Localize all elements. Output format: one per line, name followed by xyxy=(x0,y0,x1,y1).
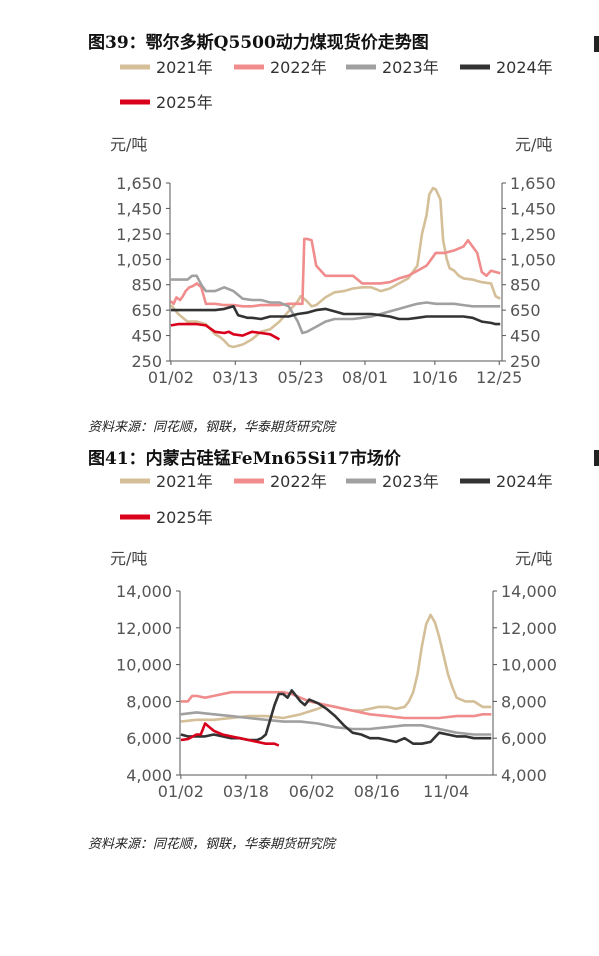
y-tick-label-left: 850 xyxy=(131,276,162,295)
y-tick-label-right: 450 xyxy=(510,327,541,346)
legend-label: 2022年 xyxy=(270,472,327,491)
chart2-series-0-line xyxy=(180,613,492,723)
chart2-legend-3: 2024年 xyxy=(460,472,553,491)
chart1-legend-2: 2023年 xyxy=(346,58,439,77)
y-tick-label-right: 250 xyxy=(510,352,541,371)
x-tick-label: 08/01 xyxy=(342,368,388,387)
y-tick-label-right: 8,000 xyxy=(501,692,547,711)
chart1-title: 图39：鄂尔多斯Q5500动力煤现货价走势图 xyxy=(88,33,429,53)
adjacent-chart-edge-2 xyxy=(594,450,599,466)
y-tick-label-right: 1,250 xyxy=(510,225,556,244)
chart1-source: 资料来源：同花顺，钢联，华泰期货研究院 xyxy=(88,420,336,435)
chart1-series-2-line xyxy=(170,274,501,335)
chart1-series-3-line xyxy=(170,304,501,326)
y-tick-label-right: 1,050 xyxy=(510,250,556,269)
chart2-title: 图41：内蒙古硅锰FeMn65Si17市场价 xyxy=(88,449,401,469)
y-tick-label-left: 4,000 xyxy=(126,766,172,785)
y-tick-label-right: 850 xyxy=(510,276,541,295)
y-tick-label-right: 12,000 xyxy=(501,619,557,638)
x-tick-label: 08/16 xyxy=(354,782,400,801)
x-tick-label: 01/02 xyxy=(158,782,204,801)
legend-label: 2022年 xyxy=(270,58,327,77)
chart2-legend-4: 2025年 xyxy=(120,508,213,527)
x-tick-label: 12/25 xyxy=(476,368,522,387)
chart1-unit-right: 元/吨 xyxy=(515,135,552,154)
legend-label: 2023年 xyxy=(382,472,439,491)
chart2-legend-2: 2023年 xyxy=(346,472,439,491)
y-tick-label-right: 14,000 xyxy=(501,582,557,601)
legend-label: 2025年 xyxy=(156,93,213,112)
y-tick-label-right: 6,000 xyxy=(501,729,547,748)
y-tick-label-left: 1,450 xyxy=(116,199,162,218)
x-tick-label: 10/16 xyxy=(412,368,458,387)
y-tick-label-left: 12,000 xyxy=(116,619,172,638)
chart2-series-1-line xyxy=(180,690,492,720)
chart1-series-1-line xyxy=(170,237,501,308)
x-tick-label: 06/02 xyxy=(289,782,335,801)
y-tick-label-left: 450 xyxy=(131,327,162,346)
y-tick-label-left: 6,000 xyxy=(126,729,172,748)
chart1-series-4-line xyxy=(170,322,281,341)
x-tick-label: 01/02 xyxy=(148,368,194,387)
y-tick-label-left: 250 xyxy=(131,352,162,371)
chart2-unit-left: 元/吨 xyxy=(110,549,147,568)
y-tick-label-right: 1,450 xyxy=(510,199,556,218)
y-tick-label-left: 1,250 xyxy=(116,225,162,244)
chart2-legend-0: 2021年 xyxy=(120,472,213,491)
legend-label: 2021年 xyxy=(156,58,213,77)
chart1-series-0-line xyxy=(169,186,501,349)
chart2-legend-1: 2022年 xyxy=(234,472,327,491)
chart2-series-4-line xyxy=(180,722,280,747)
x-tick-label: 05/23 xyxy=(278,368,324,387)
chart1-legend-1: 2022年 xyxy=(234,58,327,77)
y-tick-label-left: 8,000 xyxy=(126,692,172,711)
adjacent-chart-edge xyxy=(594,36,599,52)
y-tick-label-left: 14,000 xyxy=(116,582,172,601)
y-tick-label-left: 650 xyxy=(131,301,162,320)
y-tick-label-right: 10,000 xyxy=(501,656,557,675)
x-tick-label: 11/04 xyxy=(423,782,469,801)
chart2-series-2-line xyxy=(180,711,492,736)
legend-label: 2021年 xyxy=(156,472,213,491)
chart2-source: 资料来源：同花顺，钢联，华泰期货研究院 xyxy=(88,837,336,852)
y-tick-label-left: 1,050 xyxy=(116,250,162,269)
legend-label: 2023年 xyxy=(382,58,439,77)
x-tick-label: 03/13 xyxy=(212,368,258,387)
y-tick-label-right: 650 xyxy=(510,301,541,320)
chart1-legend-3: 2024年 xyxy=(460,58,553,77)
y-tick-label-left: 1,650 xyxy=(116,174,162,193)
x-tick-label: 03/18 xyxy=(223,782,269,801)
y-tick-label-right: 4,000 xyxy=(501,766,547,785)
chart1-legend-0: 2021年 xyxy=(120,58,213,77)
legend-label: 2024年 xyxy=(496,58,553,77)
chart2-unit-right: 元/吨 xyxy=(515,549,552,568)
legend-label: 2024年 xyxy=(496,472,553,491)
y-tick-label-right: 1,650 xyxy=(510,174,556,193)
chart1-unit-left: 元/吨 xyxy=(110,135,147,154)
chart1-legend-4: 2025年 xyxy=(120,93,213,112)
y-tick-label-left: 10,000 xyxy=(116,656,172,675)
legend-label: 2025年 xyxy=(156,508,213,527)
